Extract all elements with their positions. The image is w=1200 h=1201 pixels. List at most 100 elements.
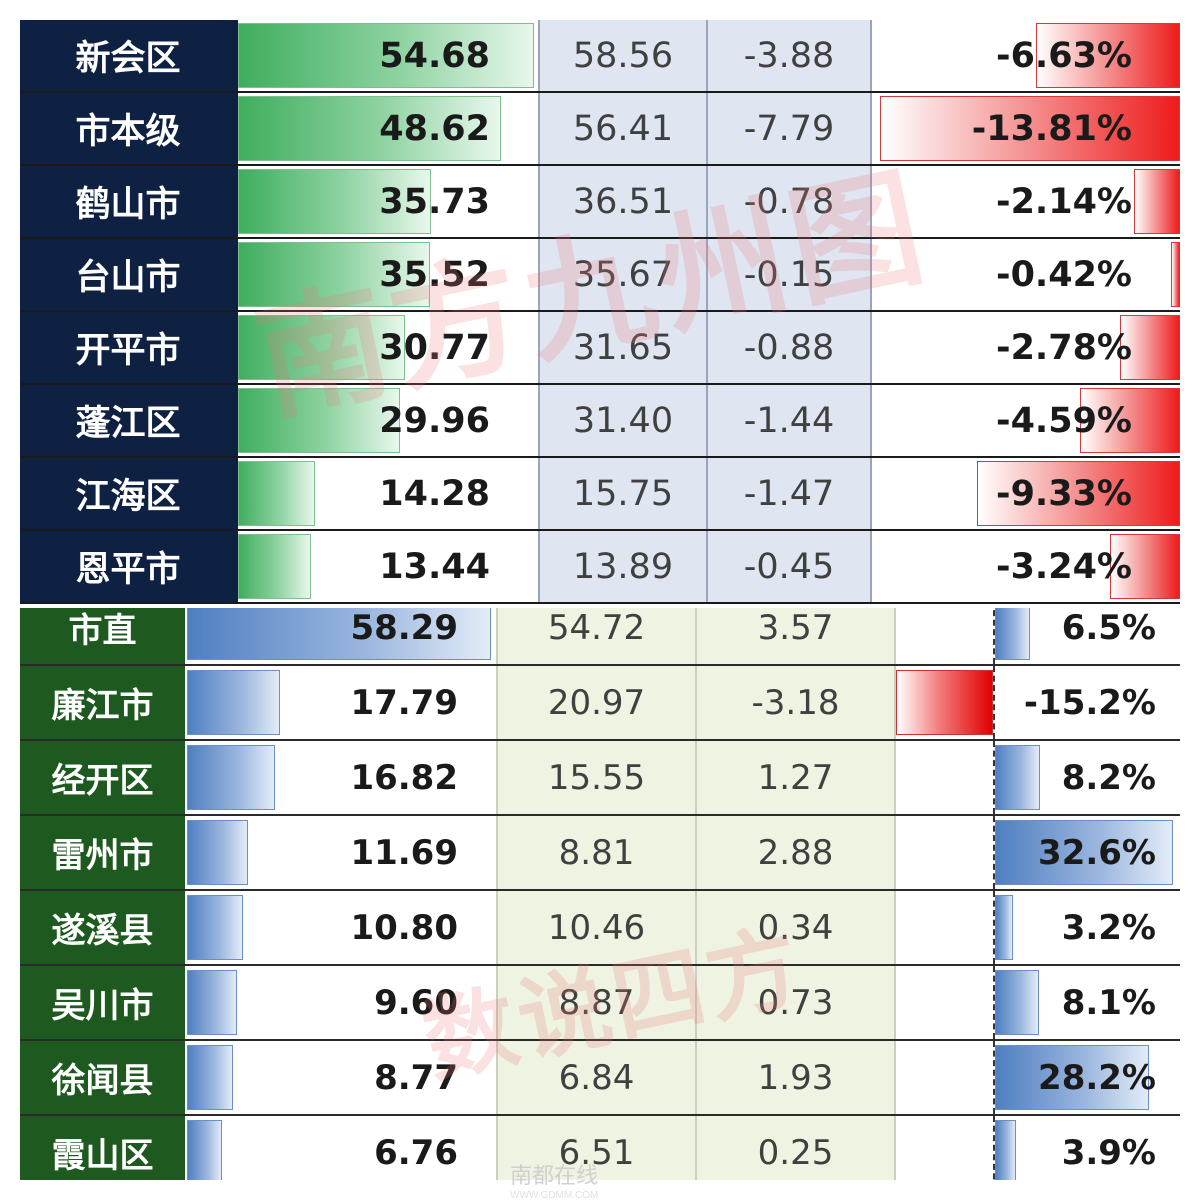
pct-text: -15.2% [1023,682,1156,723]
change-text: 3.57 [757,608,834,648]
pct-text: -13.81% [971,108,1132,149]
district-name: 雷州市 [20,816,185,889]
change-text: 1.93 [757,1057,834,1098]
table-row: 蓬江区 29.96 31.40 -1.44 -4.59% [20,385,1180,458]
change-text: -0.88 [743,327,835,368]
negative-pct-cell [896,891,995,964]
change-cell: -1.44 [708,385,872,456]
pct-bar [995,895,1013,960]
value-text: 14.28 [379,473,490,514]
pct-text: 3.9% [1061,1132,1156,1173]
value-bar [238,242,431,307]
pct-cell: -6.63% [872,20,1180,91]
value-text: 6.76 [374,1132,458,1173]
prev-text: 58.56 [572,35,674,76]
value-cell: 17.79 [185,666,498,739]
pct-bar [1170,242,1180,307]
value-text: 58.29 [350,608,458,648]
value-text: 35.52 [379,254,490,295]
change-cell: 2.88 [697,816,896,889]
prev-cell: 6.51 [498,1116,697,1180]
negative-pct-cell [896,608,995,664]
value-cell: 9.60 [185,966,498,1039]
pct-cell: -15.2% [995,666,1180,739]
change-text: -3.18 [751,682,840,723]
change-text: -0.78 [743,181,835,222]
value-text: 16.82 [350,757,458,798]
prev-cell: 58.56 [540,20,708,91]
value-cell: 54.68 [238,20,540,91]
value-text: 48.62 [379,108,490,149]
change-cell: -0.88 [708,312,872,383]
value-cell: 13.44 [238,531,540,602]
change-cell: 3.57 [697,608,896,664]
prev-cell: 15.55 [498,741,697,814]
district-name: 遂溪县 [20,891,185,964]
value-text: 30.77 [379,327,490,368]
change-cell: -0.15 [708,239,872,310]
negative-pct-cell [896,1041,995,1114]
watermark-corner: 南都在线 WWW.GDMM.COM [510,1158,598,1201]
pct-bar [995,1120,1017,1180]
pct-cell: 3.2% [995,891,1180,964]
value-text: 13.44 [379,546,490,587]
district-name: 霞山区 [20,1116,185,1180]
negative-pct-cell [896,816,995,889]
value-bar [187,745,275,810]
pct-text: -9.33% [996,473,1132,514]
value-cell: 29.96 [238,385,540,456]
pct-text: -6.63% [996,35,1132,76]
change-cell: -3.88 [708,20,872,91]
pct-text: 3.2% [1061,907,1156,948]
pct-text: 32.6% [1038,832,1156,873]
value-cell: 58.29 [185,608,498,664]
value-bar [187,670,280,735]
prev-text: 54.72 [547,608,646,648]
change-text: -1.47 [743,473,835,514]
prev-cell: 31.40 [540,385,708,456]
pct-text: -3.24% [996,546,1132,587]
value-bar [187,1045,233,1110]
value-cell: 6.76 [185,1116,498,1180]
prev-cell: 8.81 [498,816,697,889]
value-text: 10.80 [350,907,458,948]
prev-cell: 56.41 [540,93,708,164]
prev-text: 10.46 [547,907,646,948]
prev-cell: 6.84 [498,1041,697,1114]
change-text: 0.25 [757,1132,834,1173]
change-cell: 1.27 [697,741,896,814]
prev-text: 15.55 [547,757,646,798]
pct-cell: 6.5% [995,608,1180,664]
prev-text: 31.40 [572,400,674,441]
negative-pct-cell [896,666,995,739]
negative-pct-cell [896,741,995,814]
table-row: 徐闻县 8.77 6.84 1.93 28.2% [20,1041,1180,1116]
watermark-corner-text: 南都在线 [510,1163,599,1188]
prev-cell: 8.87 [498,966,697,1039]
pct-cell: -2.14% [872,166,1180,237]
pct-cell: 8.2% [995,741,1180,814]
change-cell: 0.25 [697,1116,896,1180]
prev-cell: 36.51 [540,166,708,237]
prev-cell: 10.46 [498,891,697,964]
table-row: 开平市 30.77 31.65 -0.88 -2.78% [20,312,1180,385]
pct-bar [995,608,1031,660]
table-row: 新会区 54.68 58.56 -3.88 -6.63% [20,20,1180,93]
prev-cell: 20.97 [498,666,697,739]
district-name: 徐闻县 [20,1041,185,1114]
value-text: 29.96 [379,400,490,441]
district-name: 市本级 [20,93,238,164]
pct-bar [1133,169,1180,234]
pct-cell: 32.6% [995,816,1180,889]
change-cell: -7.79 [708,93,872,164]
table-row: 雷州市 11.69 8.81 2.88 32.6% [20,816,1180,891]
value-text: 35.73 [379,181,490,222]
pct-text: -2.14% [996,181,1132,222]
table-row: 吴川市 9.60 8.87 0.73 8.1% [20,966,1180,1041]
value-cell: 35.73 [238,166,540,237]
prev-text: 35.67 [572,254,674,295]
prev-cell: 35.67 [540,239,708,310]
district-name: 市直 [20,608,185,664]
pct-cell: 28.2% [995,1041,1180,1114]
pct-bar [995,820,1173,885]
